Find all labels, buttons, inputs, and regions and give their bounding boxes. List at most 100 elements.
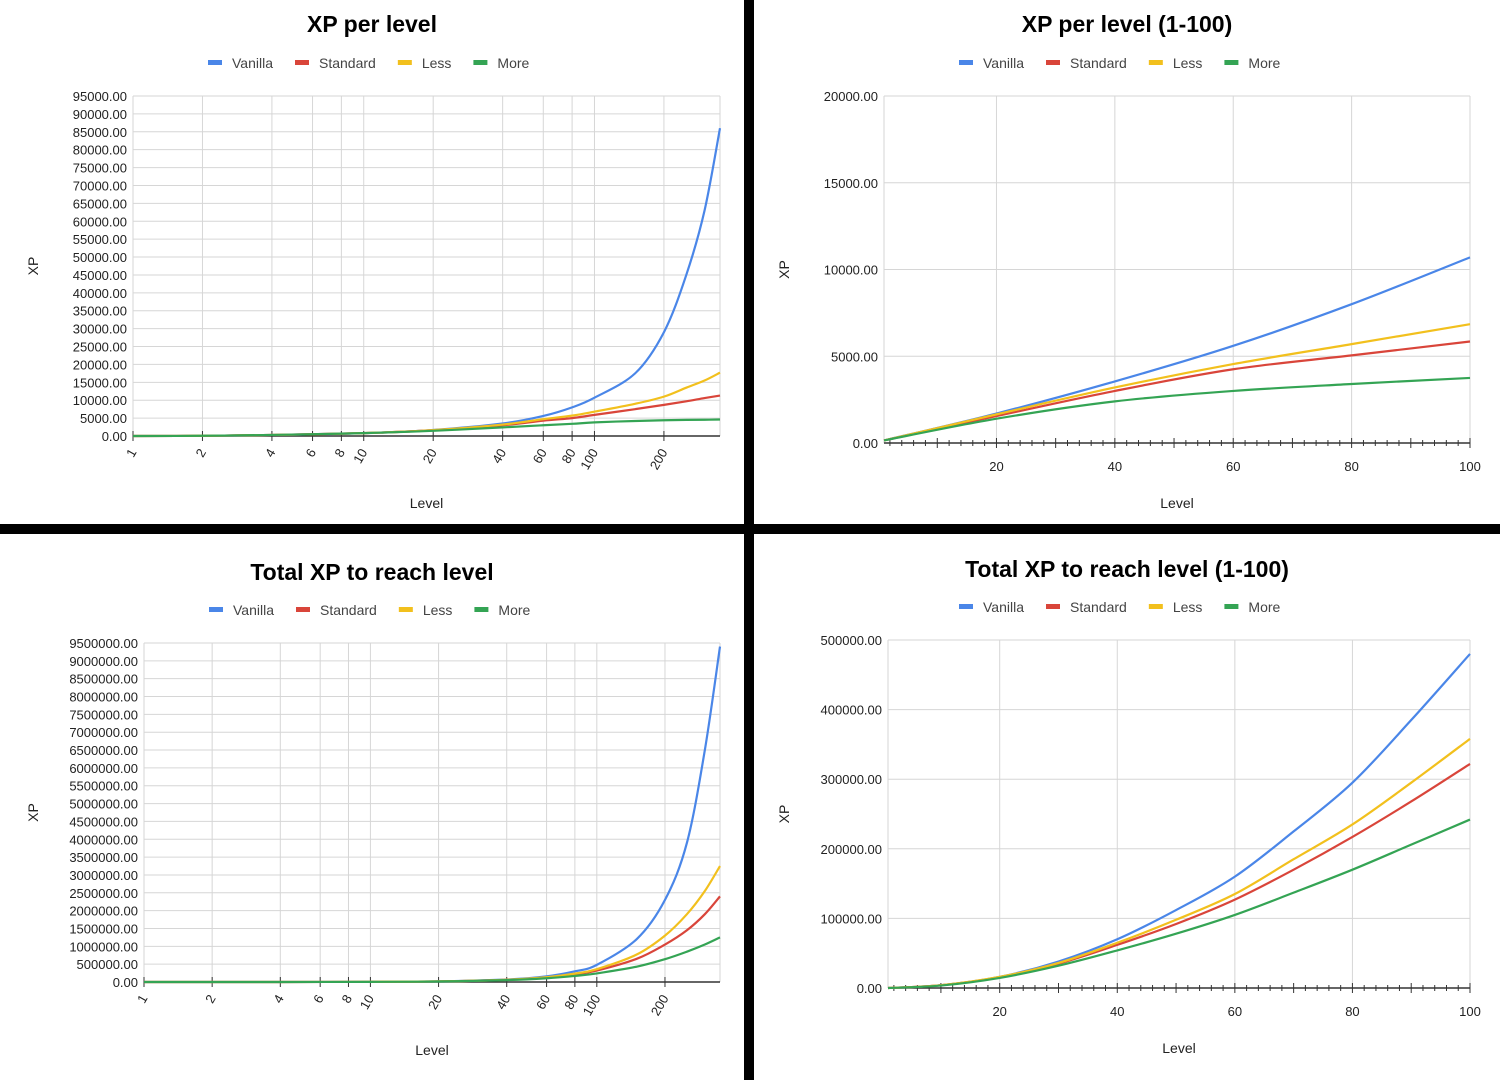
chart-panel-xp-per-level: XP per level Vanilla Standard Less More 0.00 5…: [0, 0, 744, 524]
chart-title: Total XP to reach level: [250, 559, 493, 585]
y-axis-label: XP: [25, 257, 41, 276]
y-tick-label: 8500000.00: [69, 672, 138, 687]
legend-label-more: More: [1248, 55, 1280, 71]
x-axis-label: Level: [1160, 495, 1193, 511]
legend-swatch-standard: [295, 60, 309, 65]
y-tick-label: 65000.00: [73, 196, 127, 211]
x-tick-label: 100: [577, 446, 601, 472]
y-tick-label: 35000.00: [73, 304, 127, 319]
y-tick-label: 500000.00: [821, 633, 882, 648]
x-tick-label: 40: [1108, 459, 1122, 474]
series-line-vanilla: [883, 256, 1471, 442]
legend-label-less: Less: [1173, 55, 1203, 71]
series-line-standard: [143, 895, 721, 984]
y-tick-label: 60000.00: [73, 214, 127, 229]
x-tick-label: 100: [1459, 459, 1481, 474]
legend-label-more: More: [497, 55, 529, 71]
y-tick-label: 8000000.00: [69, 690, 138, 705]
legend-label-standard: Standard: [1070, 55, 1127, 71]
legend-item-vanilla: Vanilla: [959, 55, 1024, 71]
legend-swatch-vanilla: [959, 60, 973, 65]
legend-swatch-less: [397, 60, 412, 65]
legend-label-standard: Standard: [320, 602, 377, 618]
x-tick-label: 6: [303, 446, 320, 460]
series-line-less: [887, 737, 1471, 990]
x-tick-label: 20: [989, 459, 1003, 474]
legend-item-more: More: [1224, 599, 1281, 615]
y-tick-label: 6000000.00: [69, 761, 138, 776]
y-tick-label: 80000.00: [73, 143, 127, 158]
y-tick-label: 40000.00: [73, 286, 127, 301]
y-tick-label: 45000.00: [73, 268, 127, 283]
y-tick-label: 9500000.00: [69, 636, 138, 651]
series-line-less: [883, 323, 1471, 442]
y-tick-label: 5000.00: [831, 349, 878, 364]
y-tick-label: 70000.00: [73, 178, 127, 193]
y-tick-label: 2500000.00: [69, 886, 138, 901]
y-tick-label: 7500000.00: [69, 707, 138, 722]
legend-swatch-more: [1224, 604, 1239, 609]
x-tick-label: 200: [648, 992, 672, 1018]
legend-item-standard: Standard: [1046, 55, 1127, 71]
legend-label-standard: Standard: [319, 55, 376, 71]
y-tick-label: 6500000.00: [69, 743, 138, 758]
y-tick-label: 400000.00: [821, 703, 882, 718]
x-tick-label: 60: [530, 446, 550, 466]
y-tick-label: 10000.00: [824, 263, 878, 278]
legend-item-vanilla: Vanilla: [209, 602, 274, 618]
x-tick-label: 80: [1345, 1004, 1359, 1019]
legend-item-more: More: [473, 55, 530, 71]
x-tick-label: 60: [1228, 1004, 1242, 1019]
y-tick-label: 0.00: [853, 436, 878, 451]
legend-label-more: More: [498, 602, 530, 618]
y-tick-label: 200000.00: [821, 842, 882, 857]
y-tick-label: 0.00: [113, 975, 138, 990]
legend-label-standard: Standard: [1070, 599, 1127, 615]
y-tick-label: 9000000.00: [69, 654, 138, 669]
y-tick-label: 2000000.00: [69, 904, 138, 919]
x-tick-label: 1: [134, 992, 151, 1006]
legend-swatch-vanilla: [959, 604, 973, 609]
legend-swatch-standard: [1046, 60, 1060, 65]
legend-swatch-standard: [296, 607, 310, 612]
x-tick-label: 1: [123, 446, 140, 460]
y-tick-label: 4500000.00: [69, 814, 138, 829]
y-tick-label: 50000.00: [73, 250, 127, 265]
legend-label-vanilla: Vanilla: [232, 55, 273, 71]
series-line-more: [883, 376, 1471, 442]
legend-swatch-standard: [1046, 604, 1060, 609]
legend-item-more: More: [474, 602, 531, 618]
chart-panel-xp-per-level-1-100: XP per level (1-100) Vanilla Standard Less M…: [754, 0, 1500, 524]
legend-label-vanilla: Vanilla: [983, 599, 1024, 615]
chart-total-xp-1-100: Total XP to reach level (1-100) Vanilla St…: [776, 556, 1481, 1056]
chart-total-xp: Total XP to reach level Vanilla Standard Le…: [25, 559, 722, 1058]
y-axis-label: XP: [776, 260, 792, 279]
legend-swatch-less: [398, 607, 413, 612]
y-tick-label: 1000000.00: [69, 939, 138, 954]
legend-label-less: Less: [1173, 599, 1203, 615]
y-tick-label: 90000.00: [73, 107, 127, 122]
legend-item-vanilla: Vanilla: [959, 599, 1024, 615]
x-tick-label: 4: [262, 446, 279, 460]
y-tick-label: 500000.00: [77, 957, 138, 972]
x-tick-label: 60: [533, 992, 553, 1012]
chart-xp-per-level: XP per level Vanilla Standard Less More 0.00 5…: [25, 11, 722, 511]
legend-item-standard: Standard: [295, 55, 376, 71]
y-tick-label: 20000.00: [73, 357, 127, 372]
gridlines: [143, 642, 721, 983]
gridlines: [883, 95, 1471, 444]
x-tick-label: 10: [350, 446, 370, 466]
series-line-vanilla: [132, 128, 722, 438]
x-tick-label: 8: [331, 446, 348, 460]
gridlines: [887, 639, 1471, 989]
y-tick-label: 20000.00: [824, 89, 878, 104]
x-tick-label: 2: [192, 446, 209, 460]
x-tick-label: 20: [992, 1004, 1006, 1019]
y-tick-label: 95000.00: [73, 89, 127, 104]
chart-panel-total-xp-1-100: Total XP to reach level (1-100) Vanilla St…: [754, 534, 1500, 1080]
x-tick-label: 40: [1110, 1004, 1124, 1019]
series-line-vanilla: [887, 653, 1471, 990]
x-tick-label: 20: [420, 446, 440, 466]
y-tick-label: 1500000.00: [69, 921, 138, 936]
y-tick-label: 0.00: [102, 429, 127, 444]
